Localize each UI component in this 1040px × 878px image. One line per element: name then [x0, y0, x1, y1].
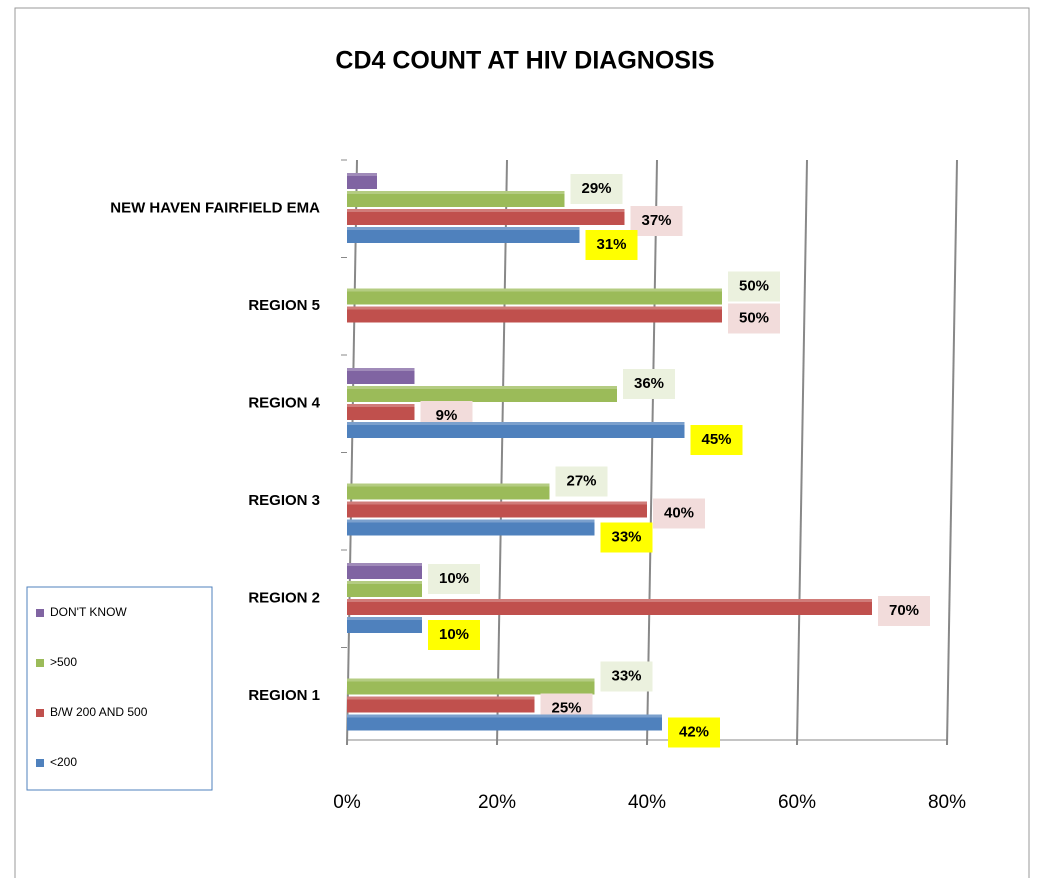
value-label: 33% [611, 528, 641, 545]
bar [347, 563, 422, 579]
bar [347, 422, 685, 438]
value-label: 50% [739, 277, 769, 294]
legend-label: <200 [50, 755, 77, 769]
bar [347, 696, 535, 713]
bar [347, 368, 415, 384]
bar [347, 617, 422, 633]
value-label-bg [630, 206, 683, 236]
value-label-bg [878, 596, 930, 626]
value-label-bg [728, 271, 780, 302]
grid-line [646, 159, 658, 746]
x-tick-label: 20% [478, 792, 516, 813]
value-label-bg [428, 564, 480, 594]
bar-top [347, 696, 535, 700]
bar-top [347, 227, 580, 230]
bar-top [347, 483, 550, 487]
value-label-bg [570, 174, 623, 204]
x-tick-label: 40% [628, 792, 666, 813]
bar [347, 386, 617, 402]
bar [347, 714, 662, 731]
value-label: 50% [739, 309, 769, 326]
value-label: 27% [566, 472, 596, 489]
value-label: 10% [439, 626, 469, 643]
value-label: 36% [634, 375, 664, 392]
x-tick-label: 0% [333, 792, 361, 813]
bar [347, 191, 565, 207]
value-label: 37% [641, 212, 671, 229]
bar [347, 599, 872, 615]
bar [347, 483, 550, 500]
bar-top [347, 501, 647, 505]
bar-top [347, 368, 415, 371]
value-label: 33% [611, 667, 641, 684]
bar-top [347, 288, 722, 292]
legend-box [26, 586, 213, 791]
value-label-bg [428, 620, 480, 650]
bar [347, 306, 722, 323]
y-tick-label: REGION 4 [248, 395, 320, 412]
legend-swatch [36, 709, 44, 717]
bar-top [347, 678, 595, 682]
x-tick-label: 60% [778, 792, 816, 813]
bar-top [347, 422, 685, 425]
y-tick-label: REGION 3 [248, 492, 320, 509]
bar [347, 288, 722, 305]
bar [347, 173, 377, 189]
grid-line [496, 159, 508, 746]
legend-swatch [36, 609, 44, 617]
bar-top [347, 306, 722, 310]
x-tick-label: 80% [928, 792, 966, 813]
bar-top [347, 404, 415, 407]
bar-top [347, 714, 662, 718]
y-tick-label: NEW HAVEN FAIRFIELD EMA [110, 200, 320, 217]
value-label-bg [600, 522, 653, 553]
bar [347, 209, 625, 225]
grid-line [796, 159, 808, 746]
value-label-bg [668, 717, 720, 748]
bar-top [347, 209, 625, 212]
value-label-bg [600, 661, 653, 692]
value-label: 29% [581, 180, 611, 197]
bar-top [347, 173, 377, 176]
bar [347, 501, 647, 518]
bar-top [347, 617, 422, 620]
value-label-bg [623, 369, 675, 399]
bar-top [347, 599, 872, 602]
value-label-bg [653, 498, 705, 529]
y-tick-label: REGION 2 [248, 590, 320, 607]
bar-top [347, 519, 595, 523]
value-label: 31% [596, 236, 626, 253]
legend-swatch [36, 759, 44, 767]
value-label: 10% [439, 570, 469, 587]
bar [347, 678, 595, 695]
legend-label: DON'T KNOW [50, 605, 127, 619]
value-label: 25% [551, 699, 581, 716]
legend-label: >500 [50, 655, 77, 669]
value-label: 42% [679, 723, 709, 740]
value-label-bg [690, 425, 743, 455]
value-label: 40% [664, 504, 694, 521]
value-label: 9% [436, 407, 458, 424]
bar [347, 227, 580, 243]
bar [347, 519, 595, 536]
y-tick-label: REGION 1 [248, 687, 320, 704]
grid-line [946, 159, 958, 746]
value-label-bg [585, 230, 638, 260]
bar-top [347, 191, 565, 194]
bar-top [347, 581, 422, 584]
bar [347, 404, 415, 420]
bar-top [347, 563, 422, 566]
value-label-bg [555, 466, 608, 497]
chart-title: CD4 COUNT AT HIV DIAGNOSIS [335, 47, 714, 75]
legend-label: B/W 200 AND 500 [50, 705, 148, 719]
value-label: 45% [701, 431, 731, 448]
bar [347, 581, 422, 597]
value-label-bg [728, 303, 780, 334]
axis-line [346, 159, 358, 746]
legend-swatch [36, 659, 44, 667]
value-label: 70% [889, 602, 919, 619]
bar-top [347, 386, 617, 389]
y-tick-label: REGION 5 [248, 297, 320, 314]
